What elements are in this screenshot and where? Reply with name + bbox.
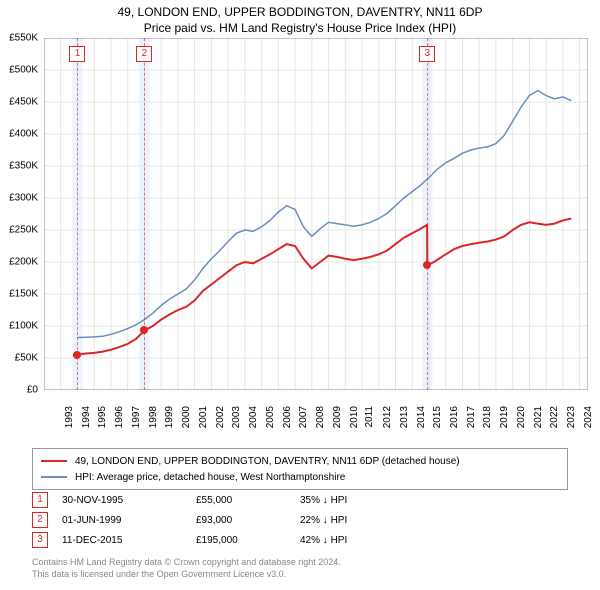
event-delta: 35% ↓ HPI xyxy=(300,495,347,506)
event-date: 11-DEC-2015 xyxy=(62,535,182,546)
x-tick-label: 1995 xyxy=(97,406,108,428)
event-date: 01-JUN-1999 xyxy=(62,515,182,526)
attribution-footer: Contains HM Land Registry data © Crown c… xyxy=(32,556,568,580)
x-tick-label: 2023 xyxy=(566,406,577,428)
x-tick-label: 2011 xyxy=(364,406,375,428)
x-tick-label: 2015 xyxy=(432,406,443,428)
chart-marker-dot xyxy=(73,351,81,359)
y-tick-label: £450K xyxy=(9,97,38,108)
plot-region: 1 2 3 xyxy=(44,38,588,390)
x-tick-label: 2018 xyxy=(482,406,493,428)
chart-marker-dot xyxy=(423,261,431,269)
y-tick-label: £550K xyxy=(9,33,38,44)
legend-label-property: 49, LONDON END, UPPER BODDINGTON, DAVENT… xyxy=(75,456,460,467)
event-price: £93,000 xyxy=(196,515,286,526)
y-tick-label: £150K xyxy=(9,289,38,300)
x-tick-label: 2009 xyxy=(332,406,343,428)
plot-svg xyxy=(44,38,588,390)
x-tick-label: 2013 xyxy=(399,406,410,428)
x-tick-label: 2006 xyxy=(281,406,292,428)
x-tick-label: 2004 xyxy=(248,406,259,428)
x-tick-label: 1997 xyxy=(131,406,142,428)
x-tick-label: 1993 xyxy=(64,406,75,428)
footer-line-2: This data is licensed under the Open Gov… xyxy=(32,568,568,580)
chart-marker-box: 3 xyxy=(419,46,435,62)
y-tick-label: £200K xyxy=(9,257,38,268)
x-tick-label: 2002 xyxy=(214,406,225,428)
event-row: 2 01-JUN-1999 £93,000 22% ↓ HPI xyxy=(32,510,568,530)
y-tick-label: £300K xyxy=(9,193,38,204)
chart-marker-dot xyxy=(140,326,148,334)
title-line-2: Price paid vs. HM Land Registry's House … xyxy=(0,20,600,36)
x-tick-label: 1994 xyxy=(80,406,91,428)
event-price: £195,000 xyxy=(196,535,286,546)
y-tick-label: £350K xyxy=(9,161,38,172)
x-axis-labels: 1993 1994 1995 1996 1997 1998 1999 2000 2001 2002… xyxy=(44,404,596,444)
event-date: 30-NOV-1995 xyxy=(62,495,182,506)
x-tick-label: 2010 xyxy=(348,406,359,428)
footer-line-1: Contains HM Land Registry data © Crown c… xyxy=(32,556,568,568)
x-tick-label: 2008 xyxy=(315,406,326,428)
x-tick-label: 1998 xyxy=(147,406,158,428)
chart-marker-box: 1 xyxy=(69,46,85,62)
x-tick-label: 2016 xyxy=(449,406,460,428)
y-tick-label: £500K xyxy=(9,65,38,76)
legend: 49, LONDON END, UPPER BODDINGTON, DAVENT… xyxy=(32,448,568,490)
x-tick-label: 2005 xyxy=(265,406,276,428)
chart-title-block: 49, LONDON END, UPPER BODDINGTON, DAVENT… xyxy=(0,0,600,36)
title-line-1: 49, LONDON END, UPPER BODDINGTON, DAVENT… xyxy=(0,4,600,20)
legend-swatch-property xyxy=(41,460,67,462)
x-tick-label: 2024 xyxy=(583,406,594,428)
event-marker-2: 2 xyxy=(32,512,48,528)
event-row: 1 30-NOV-1995 £55,000 35% ↓ HPI xyxy=(32,490,568,510)
legend-row: HPI: Average price, detached house, West… xyxy=(41,469,559,485)
x-tick-label: 2019 xyxy=(499,406,510,428)
x-tick-label: 2017 xyxy=(465,406,476,428)
x-tick-label: 2012 xyxy=(382,406,393,428)
event-row: 3 11-DEC-2015 £195,000 42% ↓ HPI xyxy=(32,530,568,550)
y-tick-label: £100K xyxy=(9,321,38,332)
event-delta: 42% ↓ HPI xyxy=(300,535,347,546)
y-tick-label: £400K xyxy=(9,129,38,140)
x-tick-label: 2007 xyxy=(298,406,309,428)
x-tick-label: 2021 xyxy=(532,406,543,428)
event-price: £55,000 xyxy=(196,495,286,506)
y-tick-label: £0 xyxy=(27,385,38,396)
x-tick-label: 2022 xyxy=(549,406,560,428)
events-table: 1 30-NOV-1995 £55,000 35% ↓ HPI 2 01-JUN… xyxy=(32,490,568,550)
event-marker-3: 3 xyxy=(32,532,48,548)
x-tick-label: 1999 xyxy=(164,406,175,428)
x-tick-label: 2020 xyxy=(516,406,527,428)
y-tick-label: £250K xyxy=(9,225,38,236)
x-tick-label: 2000 xyxy=(181,406,192,428)
chart-area: £0 £50K £100K £150K £200K £250K £300K £350K £400… xyxy=(0,38,600,418)
x-tick-label: 2014 xyxy=(415,406,426,428)
legend-label-hpi: HPI: Average price, detached house, West… xyxy=(75,472,345,483)
x-tick-label: 2003 xyxy=(231,406,242,428)
y-tick-label: £50K xyxy=(15,353,38,364)
legend-swatch-hpi xyxy=(41,476,67,478)
legend-row: 49, LONDON END, UPPER BODDINGTON, DAVENT… xyxy=(41,453,559,469)
x-tick-label: 1996 xyxy=(114,406,125,428)
x-tick-label: 2001 xyxy=(198,406,209,428)
event-delta: 22% ↓ HPI xyxy=(300,515,347,526)
y-axis-labels: £0 £50K £100K £150K £200K £250K £300K £350K £400… xyxy=(0,38,42,418)
event-marker-1: 1 xyxy=(32,492,48,508)
chart-marker-box: 2 xyxy=(136,46,152,62)
